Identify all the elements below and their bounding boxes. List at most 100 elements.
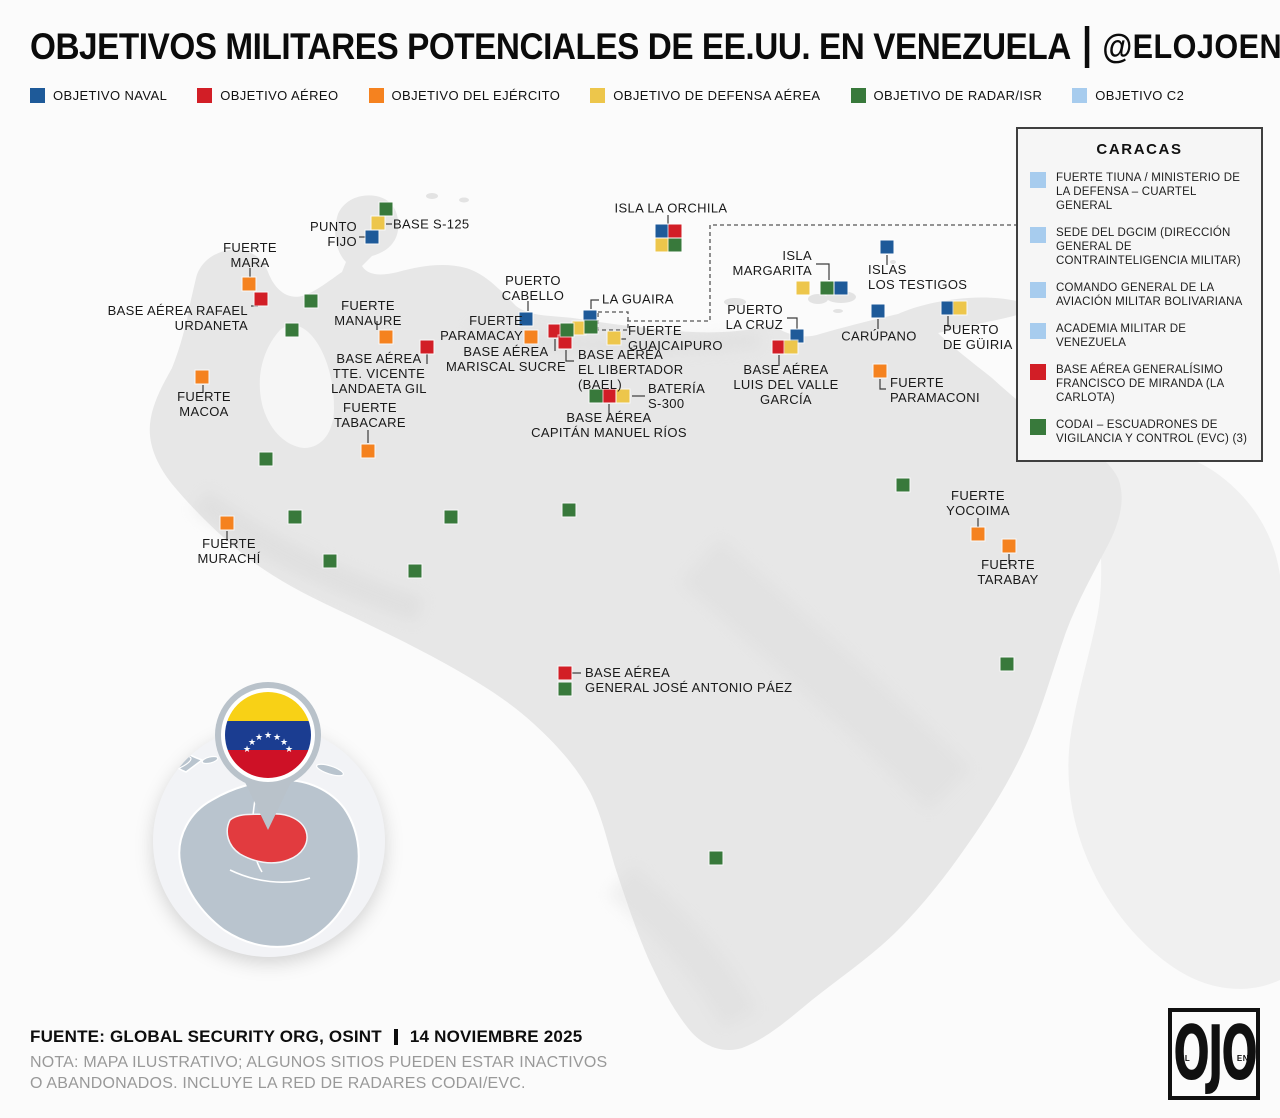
footer: FUENTE: GLOBAL SECURITY ORG, OSINT 14 NO… [30, 1027, 607, 1094]
caracas-box-title: CARACAS [1096, 141, 1183, 158]
logo-text: OJO [1172, 1009, 1258, 1097]
map-site-label: BASE AÉREA TTE. VICENTE LANDAETA GIL [331, 350, 427, 396]
caracas-item: FUERTE TIUNA / MINISTERIO DE LA DEFENSA … [1030, 171, 1249, 213]
map-site-label: BASE AÉREA RAFAEL URDANETA [107, 303, 248, 333]
svg-text:★: ★ [285, 745, 293, 755]
legend-item-aereo: OBJETIVO AÉREO [197, 88, 338, 103]
legend-item-defensa: OBJETIVO DE DEFENSA AÉREA [590, 88, 820, 103]
aereo-color-swatch [197, 88, 213, 103]
map-marker-defensa [371, 216, 385, 230]
map-marker-defensa [796, 281, 810, 295]
legend-item-radar: OBJETIVO DE RADAR/ISR [850, 88, 1043, 103]
legend-item-label: OBJETIVO DE RADAR/ISR [873, 88, 1043, 103]
map-marker-radar [323, 554, 337, 568]
caracas-box: CARACAS FUERTE TIUNA / MINISTERIO DE LA … [1016, 127, 1263, 463]
map-site-label: FUERTE GUAICAIPURO [628, 323, 723, 353]
svg-text:★: ★ [280, 738, 288, 748]
map-site-label: CARÚPANO [841, 328, 917, 344]
map-marker-radar [259, 452, 273, 466]
map-marker-radar [668, 238, 682, 252]
caracas-item-label: FUERTE TIUNA / MINISTERIO DE LA DEFENSA … [1056, 172, 1241, 213]
map-marker-radar [584, 320, 598, 334]
venezuela-landmass [149, 195, 1122, 1050]
legend-item-label: OBJETIVO NAVAL [53, 88, 168, 103]
page-title: OBJETIVOS MILITARES POTENCIALES DE EE.UU… [30, 26, 1071, 67]
radar-color-swatch [1030, 419, 1046, 436]
label-leader-line [590, 299, 599, 309]
map-marker-radar [379, 202, 393, 216]
map-marker-defensa [572, 321, 586, 335]
defensa-color-swatch [590, 88, 606, 103]
map-site-label: FUERTE PARAMACAY [440, 313, 523, 343]
caracas-item: COMANDO GENERAL DE LA AVIACIÓN MILITAR B… [1030, 281, 1249, 309]
caracas-focus-rect [597, 311, 629, 331]
brand-handle: @ELOJOEN [1102, 27, 1280, 66]
caracas-item-label: COMANDO GENERAL DE LA AVIACIÓN MILITAR B… [1056, 282, 1243, 309]
map-marker-naval [834, 281, 848, 295]
map-marker-aereo [558, 335, 572, 349]
map-site-label: ISLA LA ORCHILA [614, 200, 728, 216]
map-marker-aereo [602, 389, 616, 403]
map-marker-radar [558, 682, 572, 696]
brand-logo: OJO EL EN [1168, 1008, 1260, 1100]
label-leader-line [787, 317, 798, 329]
caracas-item-label: CODAI – ESCUADRONES DE VIGILANCIA Y CONT… [1056, 419, 1248, 446]
caracas-item: BASE AÉREA GENERALÍSIMO FRANCISCO DE MIR… [1030, 363, 1249, 405]
map-marker-radar [589, 389, 603, 403]
map-marker-defensa [607, 331, 621, 345]
map-marker-radar [820, 281, 834, 295]
naval-color-swatch [30, 88, 45, 103]
legend-item-label: OBJETIVO C2 [1095, 88, 1185, 103]
aereo-color-swatch [1030, 364, 1046, 381]
map-site-label: BASE AÉREA LUIS DEL VALLE GARCÍA [733, 361, 839, 407]
map-site-label: PUNTO FIJO [309, 219, 357, 249]
map-site-label: BASE AÉREA MARISCAL SUCRE [446, 344, 566, 374]
title-separator-bar [1085, 26, 1090, 68]
map-site-label: FUERTE YOCOIMA [946, 488, 1010, 518]
c2-color-swatch [1030, 227, 1046, 244]
flag-pin: ★★★ ★ ★★ ★ [215, 682, 321, 830]
map-marker-radar [304, 294, 318, 308]
label-leader-line [879, 379, 886, 390]
map-site-label: BASE S-125 [393, 216, 470, 232]
legend-item-label: OBJETIVO DEL EJÉRCITO [391, 88, 561, 103]
map-marker-aereo [420, 340, 434, 354]
legend-item-label: OBJETIVO DE DEFENSA AÉREA [613, 88, 821, 103]
map-marker-naval [583, 310, 597, 324]
map-marker-naval [880, 240, 894, 254]
map-marker-naval [519, 312, 533, 326]
map-marker-radar [560, 323, 574, 337]
footer-source: FUENTE: GLOBAL SECURITY ORG, OSINT 14 NO… [30, 1027, 607, 1047]
caracas-item: SEDE DEL DGCIM (DIRECCIÓN GENERAL DE CON… [1030, 226, 1249, 268]
lake-maracaibo [259, 325, 334, 448]
header: OBJETIVOS MILITARES POTENCIALES DE EE.UU… [30, 26, 1280, 68]
flag-stars: ★★★ ★ ★★ ★ [243, 731, 293, 755]
map-marker-ejercito [220, 516, 234, 530]
map-marker-aereo [558, 666, 572, 680]
map-marker-radar [1000, 657, 1014, 671]
map-marker-defensa [616, 389, 630, 403]
map-marker-naval [365, 230, 379, 244]
map-marker-naval [655, 224, 669, 238]
terrain-shading [192, 322, 972, 1030]
map-site-label: LA GUAIRA [602, 291, 674, 307]
label-leader-line [565, 350, 574, 362]
map-marker-aereo [548, 324, 562, 338]
caracas-item: ACADEMIA MILITAR DE VENEZUELA [1030, 322, 1249, 350]
radar-color-swatch [850, 88, 866, 103]
svg-text:★: ★ [243, 745, 251, 755]
caracas-item: CODAI – ESCUADRONES DE VIGILANCIA Y CONT… [1030, 418, 1249, 446]
c2-color-swatch [1030, 282, 1046, 299]
caracas-box-items: FUERTE TIUNA / MINISTERIO DE LA DEFENSA … [1030, 171, 1249, 446]
map-marker-aereo [668, 224, 682, 238]
map-marker-radar [444, 510, 458, 524]
svg-text:★: ★ [264, 731, 272, 741]
map-marker-aereo [254, 292, 268, 306]
footer-separator-bar [393, 1029, 398, 1045]
c2-color-swatch [1072, 88, 1088, 103]
footer-note: NOTA: MAPA ILUSTRATIVO; ALGUNOS SITIOS P… [30, 1054, 608, 1093]
logo-left-text: EL [1179, 1054, 1191, 1063]
c2-color-swatch [1030, 172, 1046, 188]
caracas-item-label: SEDE DEL DGCIM (DIRECCIÓN GENERAL DE CON… [1056, 227, 1241, 268]
